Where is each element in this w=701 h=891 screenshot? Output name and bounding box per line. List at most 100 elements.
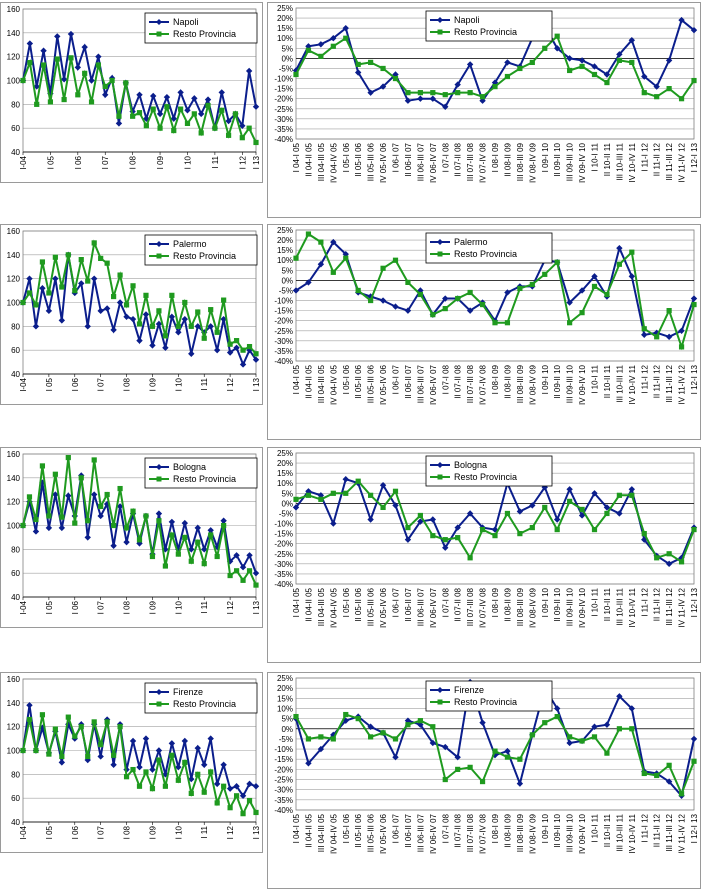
data-point: [305, 279, 312, 286]
data-point: [616, 726, 622, 732]
x-tick-label: II 04-II 05: [304, 142, 313, 176]
data-point: [188, 323, 194, 329]
data-point: [246, 568, 253, 574]
data-point: [641, 531, 647, 537]
data-point: [252, 783, 260, 790]
x-tick-label: I 05-I 06: [342, 364, 351, 394]
x-tick-label: IV 05-IV 06: [379, 142, 388, 183]
data-point: [233, 793, 240, 799]
legend-entry: Palermo: [454, 237, 488, 247]
legend-entry: Firenze: [454, 685, 484, 695]
x-tick-label: II 06-II 07: [404, 587, 413, 621]
y-tick-label: -5%: [279, 64, 293, 73]
x-tick-label: II 05-II 06: [354, 364, 363, 398]
data-point: [678, 791, 685, 797]
y-tick-label: 15%: [277, 469, 293, 478]
data-point: [368, 59, 374, 66]
data-point: [136, 110, 143, 116]
chart-firenze-index: 40 60 80 100 120 140 160 I-04 I 05 I 06 I 07 I 08 I …: [0, 672, 263, 853]
data-point: [129, 737, 137, 745]
y-tick-label: -35%: [274, 347, 293, 356]
x-tick-label: III 08-III 09: [516, 587, 525, 626]
x-tick-label: I 08: [129, 155, 138, 169]
data-point: [429, 516, 437, 523]
data-point: [665, 333, 673, 341]
chart-palermo-yoy: 25% 20% 15% 10% 5% 0% -5% -10% -15% -20% -25% -30% -…: [267, 224, 701, 440]
x-tick-label: I 06-I 07: [392, 142, 401, 172]
x-tick-label: I 07-I 08: [441, 587, 450, 617]
data-point: [292, 504, 300, 511]
data-point: [567, 498, 573, 504]
legend-marker: [156, 31, 162, 37]
x-tick-label: I 07: [97, 600, 106, 614]
data-point: [292, 67, 300, 74]
data-point: [492, 748, 498, 754]
data-point: [178, 106, 184, 112]
y-tick-label: -10%: [274, 297, 293, 306]
data-point: [104, 260, 110, 266]
x-tick-label: II 04-II 05: [304, 587, 313, 621]
x-tick-label: I 11-I 12: [640, 142, 649, 171]
legend-marker: [156, 253, 162, 259]
data-point: [162, 333, 168, 339]
legend-marker: [437, 474, 443, 480]
data-point: [98, 741, 104, 748]
x-tick-label: II 06-II 07: [404, 364, 413, 398]
legend-entry: Resto Provincia: [173, 474, 236, 484]
data-point: [227, 805, 233, 811]
data-point: [90, 491, 98, 498]
x-tick-label: I 08: [123, 825, 132, 839]
x-tick-label: II 04-II 05: [304, 813, 313, 847]
data-point: [442, 537, 448, 543]
data-point: [150, 92, 157, 100]
x-tick-label: I 09-I 10: [541, 813, 550, 843]
data-point: [168, 313, 176, 320]
data-point: [136, 763, 143, 771]
data-point: [405, 524, 411, 531]
data-point: [253, 809, 259, 816]
data-point: [204, 96, 212, 103]
legend-box: [144, 682, 258, 714]
data-point: [342, 24, 349, 32]
data-point: [218, 89, 225, 96]
data-point: [26, 275, 33, 282]
x-tick-label: I 09: [148, 600, 157, 614]
data-point: [305, 760, 312, 767]
data-point: [641, 90, 647, 96]
x-tick-label: I 08-I 09: [491, 587, 500, 617]
y-tick-label: 20%: [277, 236, 293, 245]
data-point: [129, 315, 137, 323]
legend-entry: Napoli: [454, 15, 480, 25]
data-point: [169, 292, 175, 298]
legend-marker: [156, 476, 162, 482]
y-tick-label: 5%: [281, 44, 293, 53]
legend-box: [425, 680, 553, 712]
data-point: [392, 736, 399, 742]
y-tick-label: 160: [7, 450, 21, 459]
data-point: [82, 70, 88, 76]
data-point: [61, 96, 67, 103]
legend: Bologna Resto Provincia: [144, 457, 258, 489]
data-point: [88, 77, 95, 84]
data-point: [39, 285, 46, 292]
data-point: [504, 320, 511, 326]
plot-area: [295, 452, 695, 585]
y-tick-label: -20%: [274, 95, 293, 104]
x-tick-label: I 10-I 11: [591, 587, 600, 616]
y-tick-label: 140: [7, 29, 21, 38]
data-point: [116, 503, 124, 510]
data-point: [616, 244, 623, 252]
data-point: [405, 279, 411, 285]
data-point: [104, 491, 110, 498]
data-point: [317, 492, 325, 499]
data-point: [26, 40, 34, 47]
data-point: [39, 463, 46, 469]
y-tick-label: -5%: [279, 735, 293, 744]
data-point: [479, 526, 486, 533]
x-tick-label: I 04-I 05: [292, 587, 301, 617]
data-point: [293, 713, 299, 720]
y-tick-label: -15%: [274, 755, 293, 764]
data-point: [343, 35, 349, 41]
x-tick-label: I 06: [71, 377, 80, 391]
data-point: [90, 275, 98, 282]
